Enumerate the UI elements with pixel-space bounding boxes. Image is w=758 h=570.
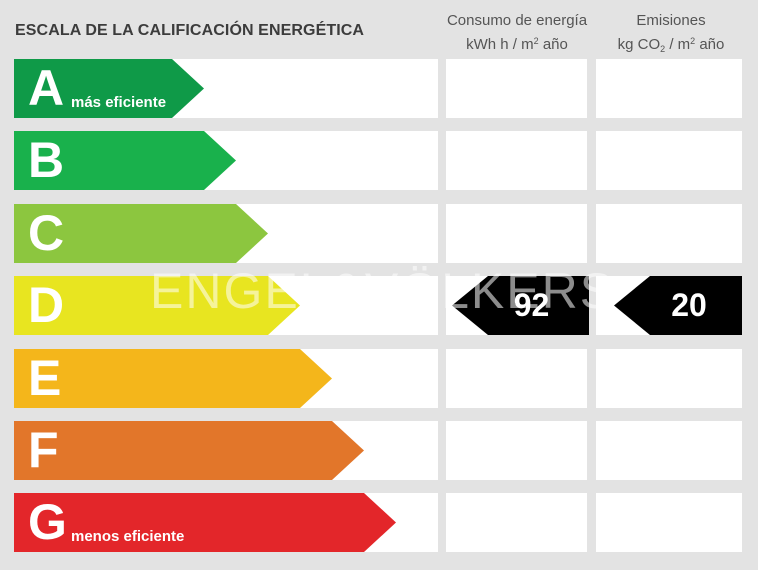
- emisiones-cell: [596, 421, 742, 480]
- emisiones-cell: [596, 493, 742, 552]
- rating-letter: B: [28, 132, 65, 188]
- consumo-header-line1: Consumo de energía: [446, 12, 588, 29]
- energy-scale-title: ESCALA DE LA CALIFICACIÓN ENERGÉTICA: [15, 22, 365, 39]
- rating-arrow-c: C: [14, 204, 268, 263]
- rating-letter: C: [28, 205, 65, 261]
- consumo-column-header: Consumo de energía kWh h / m2 año: [442, 10, 592, 55]
- rating-row-d: D 92 20: [0, 276, 758, 335]
- consumo-cell: [446, 421, 587, 480]
- emisiones-cell: [596, 204, 742, 263]
- rating-row-f: F: [0, 421, 758, 480]
- rating-arrow-e: E: [14, 349, 332, 408]
- rating-letter: D: [28, 277, 65, 333]
- consumo-cell: [446, 131, 587, 190]
- emisiones-cell: [596, 59, 742, 118]
- consumo-cell: [446, 204, 587, 263]
- emisiones-column-header: Emisiones kg CO2 / m2 año: [596, 10, 746, 60]
- rating-arrow-d: D: [14, 276, 300, 335]
- rating-arrow-f: F: [14, 421, 364, 480]
- rating-letter: F: [28, 422, 59, 478]
- rating-arrow-b: B: [14, 131, 236, 190]
- emisiones-header-line2: kg CO2 / m2 año: [617, 36, 725, 54]
- emisiones-cell: [596, 131, 742, 190]
- consumo-cell: [446, 349, 587, 408]
- consumo-header-line2: kWh h / m2 año: [466, 36, 568, 53]
- rating-sublabel: menos eficiente: [71, 528, 185, 545]
- rating-row-e: E: [0, 349, 758, 408]
- rating-letter: A: [28, 60, 65, 116]
- rating-sublabel: más eficiente: [71, 94, 167, 111]
- emisiones-header-line1: Emisiones: [636, 12, 706, 29]
- consumo-cell: [446, 59, 587, 118]
- emisiones-cell: [596, 349, 742, 408]
- rating-letter: G: [28, 494, 67, 550]
- rating-letter: E: [28, 350, 62, 406]
- rating-row-c: C: [0, 204, 758, 263]
- consumo-cell: [446, 493, 587, 552]
- rating-row-b: B: [0, 131, 758, 190]
